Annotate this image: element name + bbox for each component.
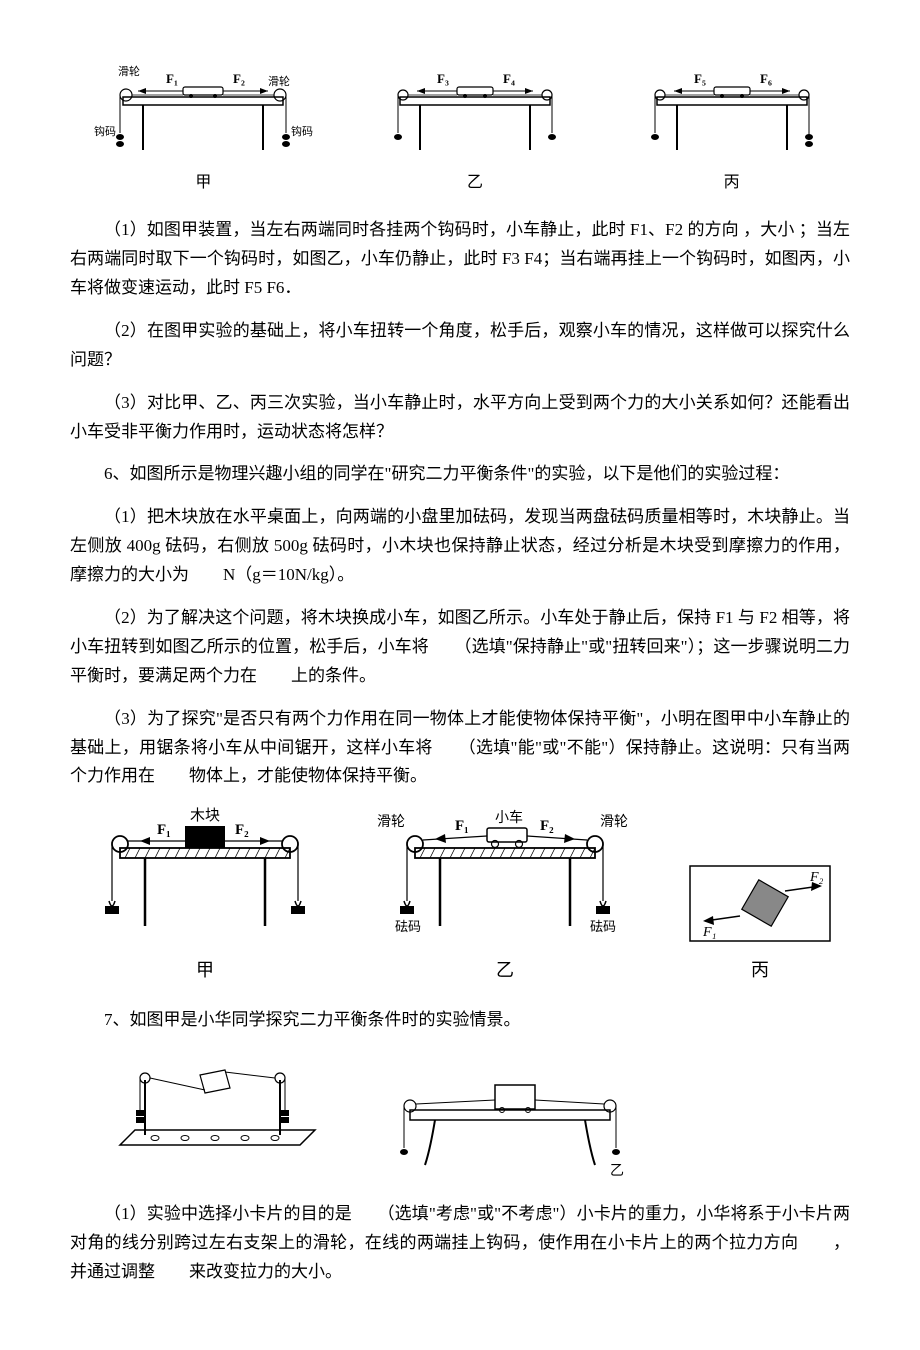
label-f2-2b: F₂ [540,818,554,834]
figure-1-bing: F₅ F₆ 丙 [632,65,832,196]
figure-1-jia: F₁ F₂ 滑轮 滑轮 钩码 钩码 甲 [88,65,318,196]
q5-para3: （3）对比甲、乙、丙三次实验，当小车静止时，水平方向上受到两个力的大小关系如何？… [70,389,850,447]
diagram-bing-icon: F₅ F₆ [632,65,832,165]
figure-set-3: 乙 [100,1050,850,1180]
figure-set-2: 木块 F₁ F₂ 甲 [70,806,850,986]
label-pulley2-l: 滑轮 [377,813,405,830]
caption3-yi: 乙 [610,1163,624,1179]
figure-2-yi: 小车 滑轮 滑轮 F₁ F₂ 砝码 砝码 乙 [375,806,635,986]
figure-3-a [100,1050,320,1180]
label-cart: 小车 [495,809,523,826]
q6-intro: 6、如图所示是物理兴趣小组的同学在"研究二力平衡条件"的实验，以下是他们的实验过… [70,460,850,489]
q6-para3: （3）为了探究"是否只有两个力作用在同一物体上才能使物体保持平衡"，小明在图甲中… [70,705,850,792]
label-hook-l: 钩码 [94,124,116,138]
label-block: 木块 [190,807,220,824]
caption2-yi: 乙 [496,955,514,986]
q7-intro: 7、如图甲是小华同学探究二力平衡条件时的实验情景。 [70,1006,850,1035]
diagram2-jia-icon: 木块 F₁ F₂ [85,806,325,951]
caption-yi: 乙 [467,169,483,196]
label-f1-2b: F₁ [455,818,469,834]
label-f1: F₁ [166,71,178,86]
caption-bing: 丙 [724,169,740,196]
label-hook-r: 钩码 [291,124,313,138]
caption2-jia: 甲 [196,955,214,986]
label-pulley2-r: 滑轮 [600,813,628,830]
diagram3-a-icon [100,1050,320,1180]
label-f2-2: F₂ [235,822,249,838]
figure-1-yi: F₃ F₄ 乙 [375,65,575,196]
label-weight-r: 砝码 [590,919,616,934]
label-f2: F₂ [233,71,245,86]
q6-para2: （2）为了解决这个问题，将木块换成小车，如图乙所示。小车处于静止后，保持 F1 … [70,604,850,691]
diagram-yi-icon: F₃ F₄ [375,65,575,165]
label-f6: F₆ [760,71,772,86]
label-f3: F₃ [437,71,449,86]
label-pulley-l: 滑轮 [118,65,140,78]
physics-worksheet-page: F₁ F₂ 滑轮 滑轮 钩码 钩码 甲 [70,65,850,1286]
caption-jia: 甲 [195,169,211,196]
q5-para1: （1）如图甲装置，当左右两端同时各挂两个钩码时，小车静止，此时 F1、F2 的方… [70,216,850,303]
figure-2-jia: 木块 F₁ F₂ 甲 [85,806,325,986]
label-f1-2: F₁ [157,822,171,838]
figure-3-b: 乙 [380,1060,640,1180]
label-f5: F₅ [694,71,706,86]
diagram2-bing-icon: F₁ F₂ [685,861,835,951]
figure-2-bing: F₁ F₂ 丙 [685,861,835,986]
label-weight-l: 砝码 [395,919,421,934]
q6-para1: （1）把木块放在水平桌面上，向两端的小盘里加砝码，发现当两盘砝码质量相等时，木块… [70,503,850,590]
q5-para2: （2）在图甲实验的基础上，将小车扭转一个角度，松手后，观察小车的情况，这样做可以… [70,317,850,375]
diagram-jia-icon: F₁ F₂ 滑轮 滑轮 钩码 钩码 [88,65,318,165]
diagram2-yi-icon: 小车 滑轮 滑轮 F₁ F₂ 砝码 砝码 [375,806,635,951]
label-f2-2c: F₂ [809,870,824,885]
label-f4: F₄ [503,71,515,86]
figure-set-1: F₁ F₂ 滑轮 滑轮 钩码 钩码 甲 [70,65,850,196]
label-pulley-r: 滑轮 [268,74,290,88]
label-f1-2c: F₁ [702,925,716,940]
diagram3-b-icon: 乙 [380,1060,640,1180]
caption2-bing: 丙 [751,955,769,986]
q7-para1: （1）实验中选择小卡片的目的是 （选填"考虑"或"不考虑"）小卡片的重力，小华将… [70,1200,850,1287]
